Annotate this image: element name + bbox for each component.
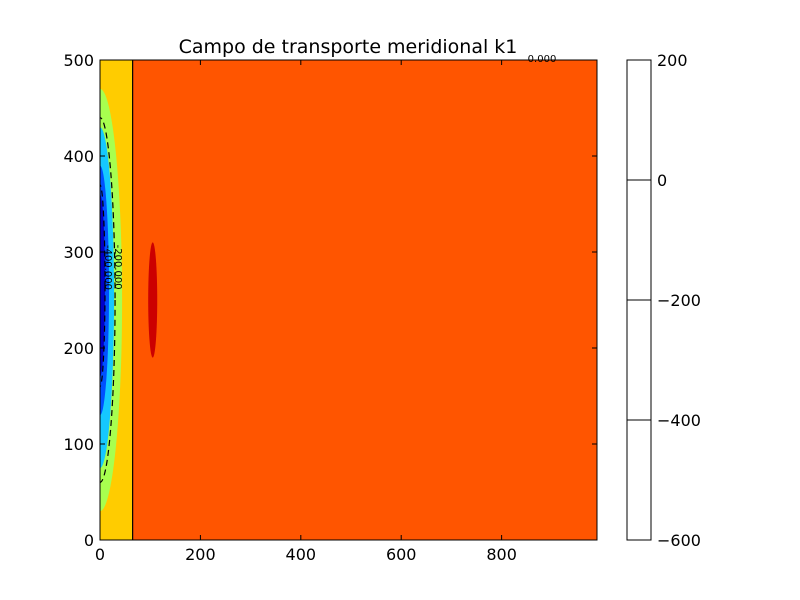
y-tick-label-0: 0 bbox=[84, 531, 94, 550]
contour-line-1 bbox=[100, 117, 116, 483]
x-tick-label-4: 800 bbox=[486, 545, 517, 564]
colorbar-tick-label-2: −200 bbox=[657, 291, 701, 310]
colorbar: 200 0 −200 −400 −600 bbox=[626, 51, 701, 550]
filled-region-6 bbox=[148, 242, 158, 358]
filled-region-0 bbox=[100, 60, 597, 540]
y-tick-label-2: 200 bbox=[63, 339, 94, 358]
x-tick-label-3: 600 bbox=[386, 545, 417, 564]
x-axis: 0 200 400 600 800 bbox=[95, 60, 517, 564]
filled-region-5 bbox=[100, 194, 106, 377]
y-tick-label-5: 500 bbox=[63, 51, 94, 70]
colorbar-tick-label-3: −400 bbox=[657, 411, 701, 430]
filled-contours bbox=[100, 60, 597, 540]
chart-title: Campo de transporte meridional k1 bbox=[179, 36, 518, 58]
x-tick-label-2: 400 bbox=[286, 545, 317, 564]
colorbar-tick-label-1: 0 bbox=[657, 171, 667, 190]
contour-label-1: -200.000 bbox=[112, 245, 123, 290]
colorbar-tick-label-0: 200 bbox=[657, 51, 688, 70]
colorbar-ticks: 200 0 −200 −400 −600 bbox=[627, 51, 701, 550]
y-axis: 0 100 200 300 400 500 bbox=[63, 51, 597, 550]
x-tick-label-1: 200 bbox=[185, 545, 216, 564]
contour-lines bbox=[100, 60, 134, 540]
contour-label-0: -400.000 bbox=[102, 245, 113, 290]
contour-line-0 bbox=[100, 184, 106, 387]
plot-area bbox=[100, 60, 597, 540]
x-tick-label-0: 0 bbox=[95, 545, 105, 564]
colorbar-tick-label-4: −600 bbox=[657, 531, 701, 550]
y-tick-label-3: 300 bbox=[63, 243, 94, 262]
axes-frame bbox=[99, 59, 598, 541]
y-tick-label-4: 400 bbox=[63, 147, 94, 166]
y-tick-label-1: 100 bbox=[63, 435, 94, 454]
